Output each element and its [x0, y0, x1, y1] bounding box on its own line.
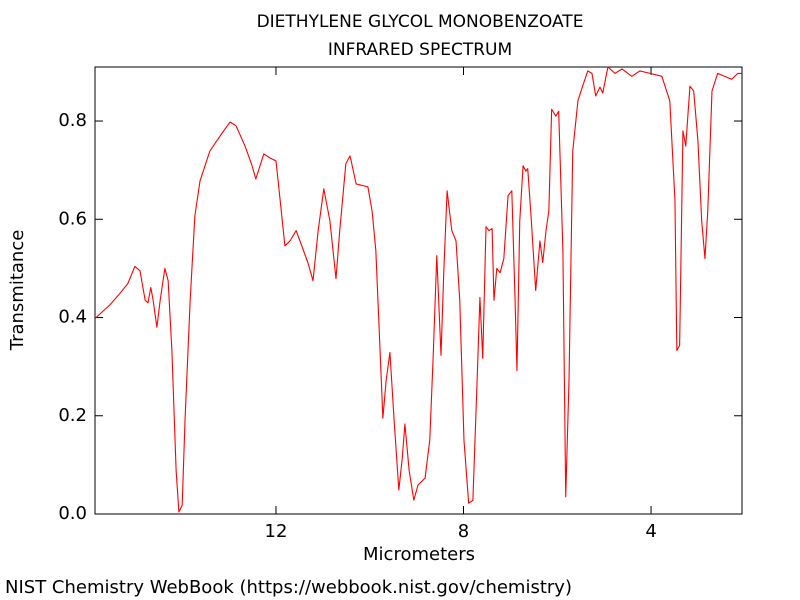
source-note: NIST Chemistry WebBook (https://webbook.… [5, 577, 572, 598]
x-tick-label: 4 [645, 521, 656, 542]
y-tick-label: 0.2 [58, 405, 87, 426]
chart-subtitle: INFRARED SPECTRUM [328, 40, 512, 60]
x-tick-label: 12 [265, 521, 288, 542]
chart-title: DIETHYLENE GLYCOL MONOBENZOATE [257, 12, 584, 32]
y-axis-label: Transmitance [7, 230, 28, 352]
y-tick-label: 0.8 [58, 110, 87, 131]
x-axis-label: Micrometers [363, 544, 475, 565]
x-tick-label: 8 [458, 521, 469, 542]
spectrum-line [94, 66, 742, 513]
y-tick-label: 0.6 [58, 208, 87, 229]
plot-frame [94, 66, 743, 515]
y-tick-label: 0.0 [58, 503, 87, 524]
y-tick-label: 0.4 [58, 307, 87, 328]
